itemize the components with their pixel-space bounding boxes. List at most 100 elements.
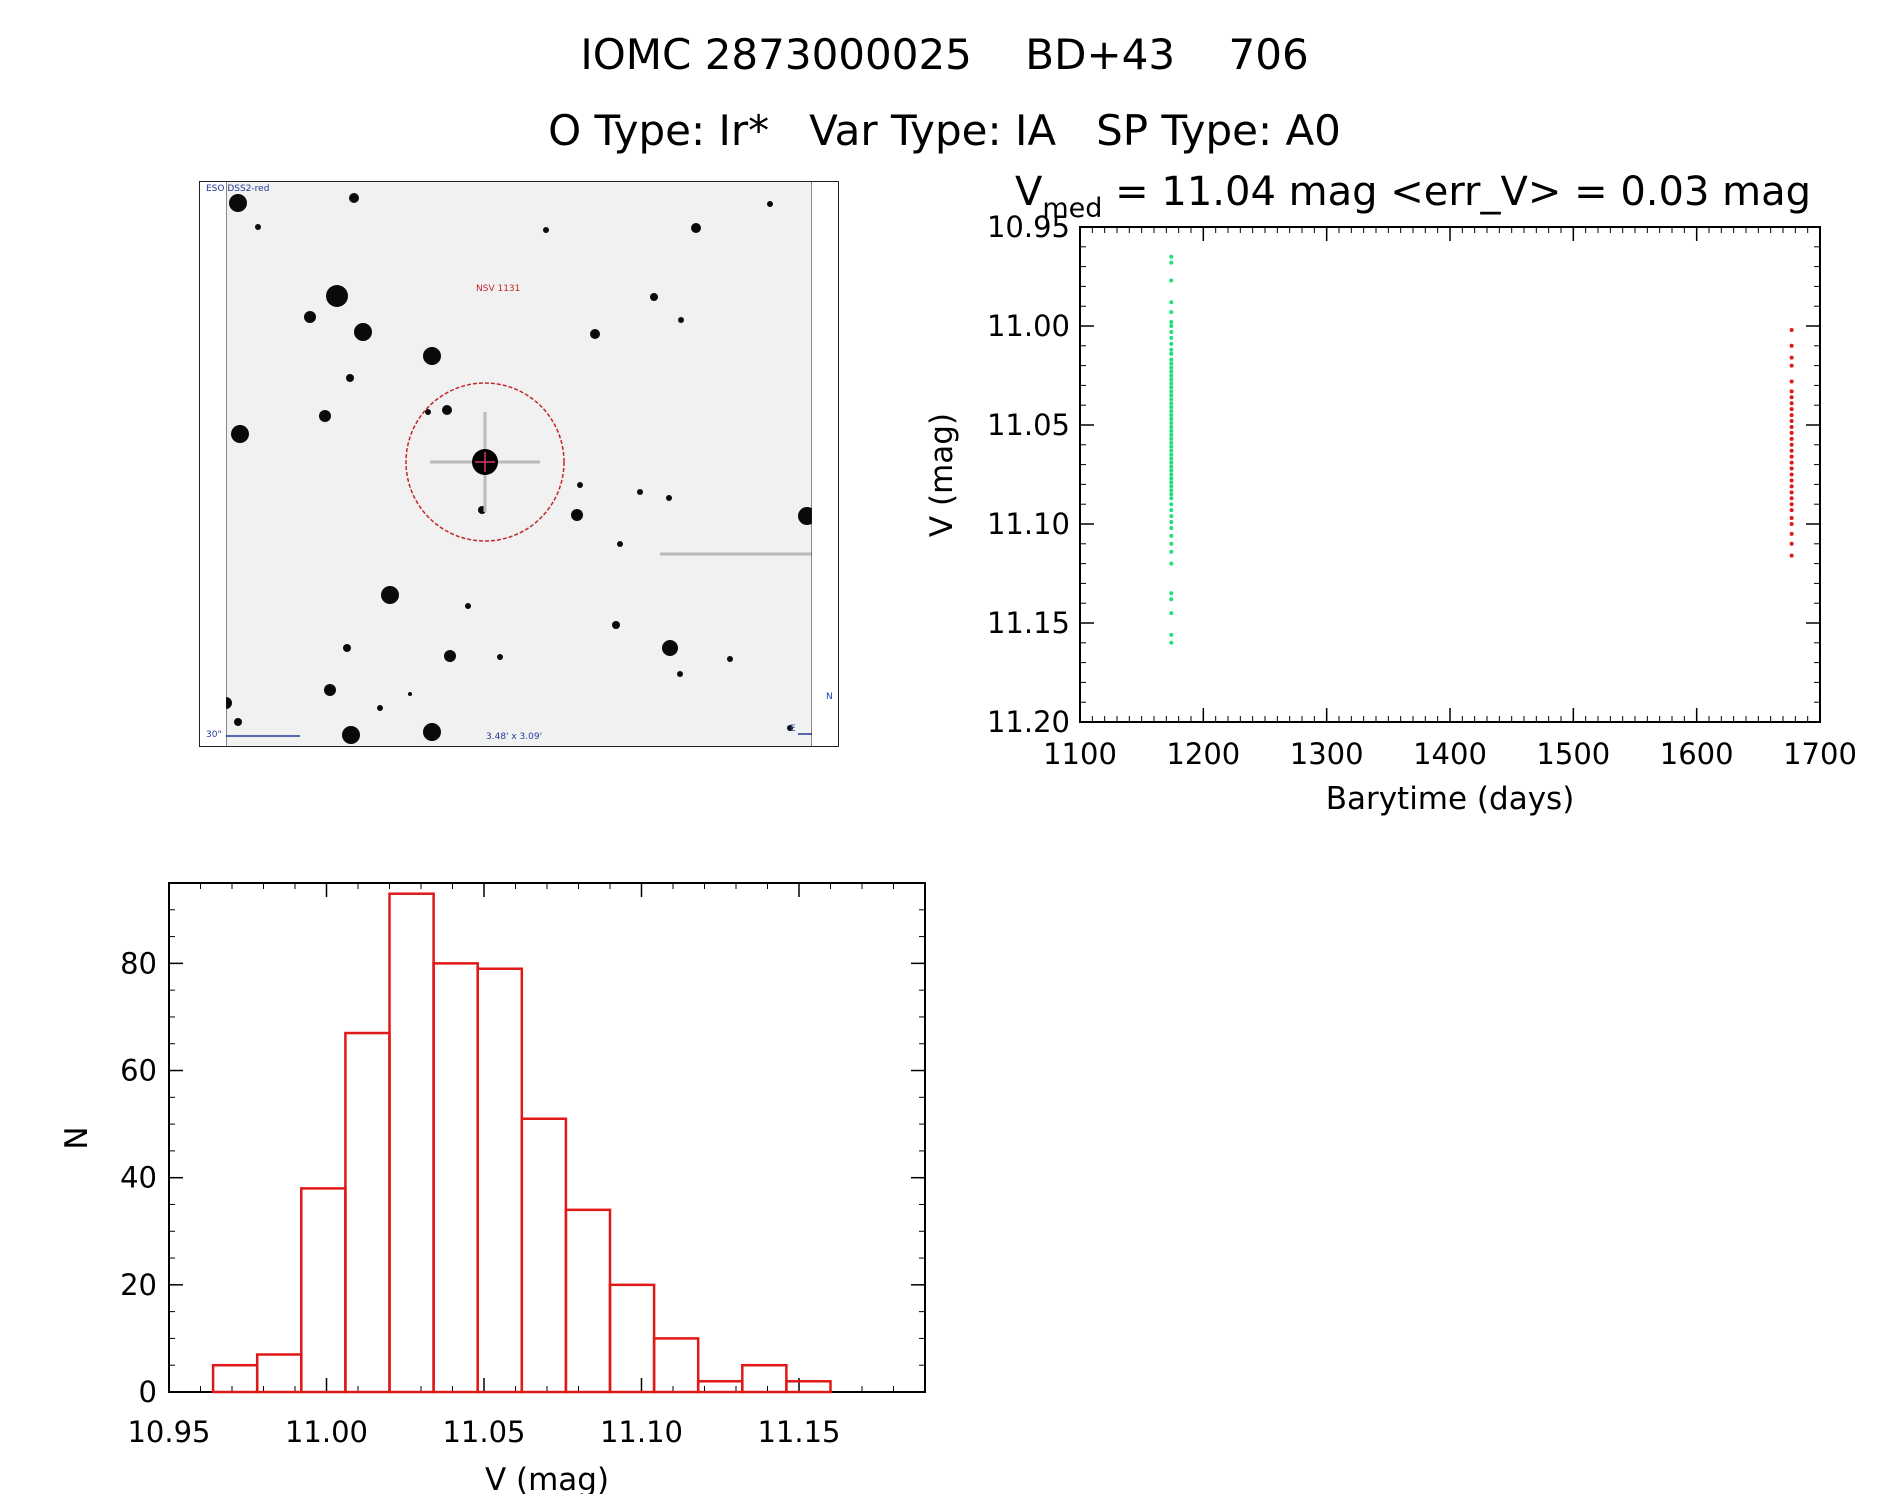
lc-point [1169,591,1174,596]
lc-point [1169,476,1174,481]
lc-point [1169,381,1174,386]
hist-bar [300,1187,347,1394]
field-star [662,640,678,656]
lc-point [1789,478,1794,483]
lc-point [1789,448,1794,453]
lc-point [1169,514,1174,519]
hist-y-tick-label: 0 [139,1375,157,1409]
lc-point [1169,436,1174,441]
field-star [590,329,600,339]
lc-point [1169,440,1174,445]
lc-point [1789,379,1794,384]
lc-point [1169,341,1174,346]
lc-point [1169,310,1174,315]
target-aperture-circle [405,382,565,542]
lc-point [1169,452,1174,457]
lc-point [1789,522,1794,526]
lc-point [1169,424,1174,429]
lc-point [1169,472,1174,477]
field-star [577,482,583,488]
lc-point [1789,541,1794,546]
hist-bar [432,962,479,1394]
hist-x-tick-label: 11.15 [757,1415,840,1449]
lc-x-tick-label: 1400 [1413,737,1487,771]
field-star [342,726,360,744]
histogram-xlabel: V (mag) [485,1462,609,1494]
field-star [787,725,793,731]
lc-point [1169,347,1174,352]
field-star [678,317,684,323]
lc-point [1169,393,1174,398]
field-star [346,374,354,382]
hist-bar [344,1031,391,1394]
lc-point [1169,409,1174,414]
lc-point [1169,468,1174,473]
field-star [377,705,383,711]
field-star [666,495,672,501]
lc-point [1169,405,1174,410]
plot-subtitle: O Type: Ir* Var Type: IA SP Type: A0 [548,106,1341,155]
lc-y-tick-label: 11.05 [987,408,1070,442]
lc-point [1789,419,1794,424]
lc-y-tick-label: 11.00 [987,309,1070,343]
lc-point [1789,413,1794,418]
field-star [381,586,399,604]
lc-point [1169,389,1174,394]
lc-point [1169,460,1174,465]
lc-point [1789,496,1794,501]
light-curve-xlabel: Barytime (days) [1326,781,1575,817]
lc-point [1169,335,1174,340]
lc-point [1169,533,1174,538]
lc-point [1789,424,1794,429]
hist-bar [785,1380,832,1394]
light-curve-frame [1079,226,1821,723]
lc-point [1169,351,1174,356]
field-star [234,718,242,726]
hist-bar [211,1363,259,1394]
lc-point [1789,466,1794,471]
lc-point [1789,472,1794,477]
lc-point [1169,597,1174,602]
hist-x-tick-label: 11.00 [285,1415,368,1449]
lc-y-tick-label: 11.15 [987,606,1070,640]
hist-bar [564,1208,612,1394]
hist-x-tick-label: 11.10 [600,1415,683,1449]
lc-point [1169,369,1174,374]
hist-bar [608,1283,656,1394]
fov-label: 3.48' x 3.09' [486,732,543,742]
lc-point [1169,365,1174,370]
lc-point [1789,327,1794,332]
field-star [637,489,643,495]
field-star [727,656,733,662]
field-star [677,671,683,677]
lc-point [1789,395,1794,400]
hist-bar [520,1117,568,1394]
field-star [408,692,412,696]
lc-point [1789,502,1794,507]
hist-bar [388,892,435,1394]
lc-point [1169,385,1174,390]
compass-east-label: E [790,724,796,734]
lc-point [1169,329,1174,334]
hist-y-tick-label: 20 [120,1268,157,1302]
lc-point [1169,373,1174,378]
field-star [423,347,441,365]
field-star [354,323,372,341]
lc-x-tick-label: 1500 [1536,737,1610,771]
lc-point [1169,377,1174,382]
lc-point [1789,484,1794,489]
lc-x-tick-label: 1600 [1660,737,1734,771]
field-star [444,650,456,662]
lc-point [1169,484,1174,489]
lc-point [1169,464,1174,469]
hist-bar [652,1337,700,1394]
field-star [324,684,336,696]
star-field [206,182,838,746]
lc-point [1169,361,1174,366]
lc-point [1789,389,1794,394]
lc-point [1789,430,1794,435]
hist-y-tick-label: 60 [120,1054,157,1088]
lc-point [1169,520,1174,525]
field-star [465,603,471,609]
